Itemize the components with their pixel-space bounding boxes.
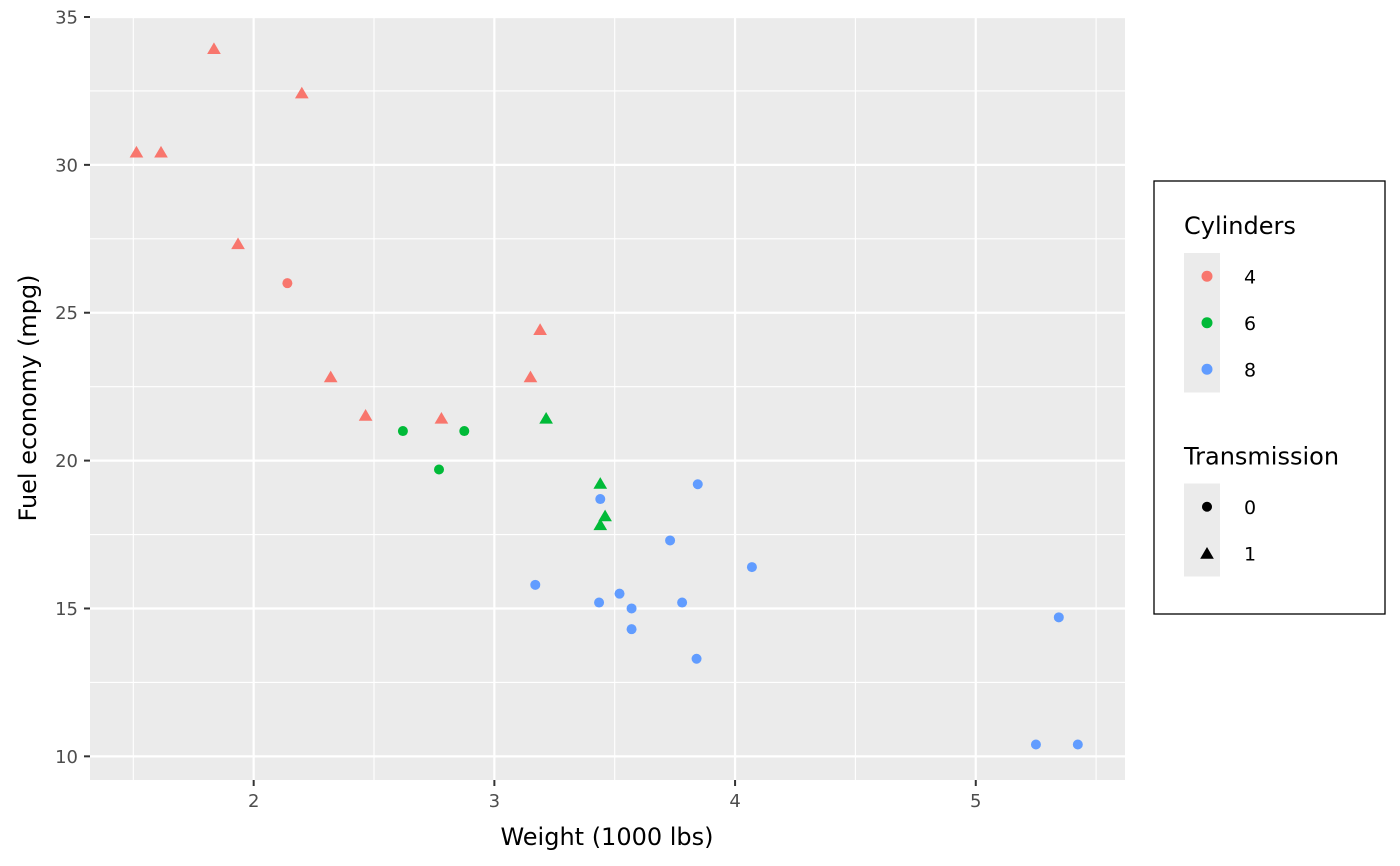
data-point	[459, 426, 470, 437]
data-point	[677, 597, 688, 608]
data-point	[598, 509, 612, 522]
data-point	[1030, 739, 1041, 750]
data-point	[626, 603, 637, 614]
x-tick-label: 3	[489, 791, 500, 812]
data-point	[594, 597, 605, 608]
legend-shape-key	[1200, 547, 1214, 559]
legend-label: 4	[1244, 266, 1256, 288]
data-point	[691, 653, 702, 664]
x-axis-title: Weight (1000 lbs)	[500, 823, 713, 851]
data-point	[626, 624, 637, 635]
legend-label: 1	[1244, 543, 1256, 565]
x-tick-label: 2	[248, 791, 259, 812]
y-tick-label: 25	[55, 303, 78, 324]
legend-color-key	[1201, 270, 1213, 282]
data-point	[294, 86, 309, 99]
data-point	[593, 518, 608, 531]
data-points	[129, 42, 1083, 750]
legend-label: 8	[1244, 359, 1256, 381]
data-point	[129, 145, 144, 158]
data-point	[154, 145, 168, 158]
data-point	[523, 370, 538, 383]
legend-color-key	[1201, 363, 1213, 375]
data-point	[231, 237, 245, 250]
data-point	[207, 42, 221, 54]
legend-label: 0	[1244, 497, 1256, 519]
data-point	[1053, 612, 1064, 623]
data-point	[665, 535, 676, 546]
y-tick-label: 35	[55, 8, 78, 29]
legend-shape-key	[1202, 501, 1212, 512]
data-point	[434, 464, 445, 475]
data-point	[434, 412, 449, 424]
legend: Cylinders 4 6 8 Transmission 0 1	[1153, 180, 1386, 615]
y-tick-label: 30	[55, 155, 78, 176]
data-point	[539, 412, 553, 424]
minor-gridlines	[90, 17, 1125, 780]
data-point	[746, 562, 757, 573]
data-point	[358, 409, 373, 421]
data-point	[533, 323, 547, 335]
y-tick-label: 20	[55, 451, 78, 472]
x-tick-label: 4	[729, 791, 740, 812]
data-point	[530, 579, 541, 590]
data-point	[282, 278, 293, 289]
y-tick-label: 10	[55, 747, 78, 768]
data-point	[1072, 739, 1083, 750]
plot-panel	[90, 17, 1125, 780]
axes: 2 3 4 5 10 15 20 25 30 35	[55, 8, 981, 813]
x-tick-label: 5	[970, 791, 981, 812]
data-point	[593, 477, 608, 489]
data-point	[614, 588, 625, 599]
legend-title: Cylinders	[1184, 212, 1296, 240]
data-point	[323, 370, 338, 383]
data-point	[692, 479, 703, 490]
legend-title: Transmission	[1183, 443, 1339, 471]
data-point	[595, 494, 606, 505]
legend-key-background	[1184, 483, 1220, 577]
legend-label: 6	[1244, 313, 1256, 335]
major-gridlines	[90, 15, 1125, 780]
legend-color-key	[1201, 317, 1213, 329]
y-tick-label: 15	[55, 599, 78, 620]
y-axis-title: Fuel economy (mpg)	[14, 274, 42, 521]
data-point	[397, 426, 408, 437]
